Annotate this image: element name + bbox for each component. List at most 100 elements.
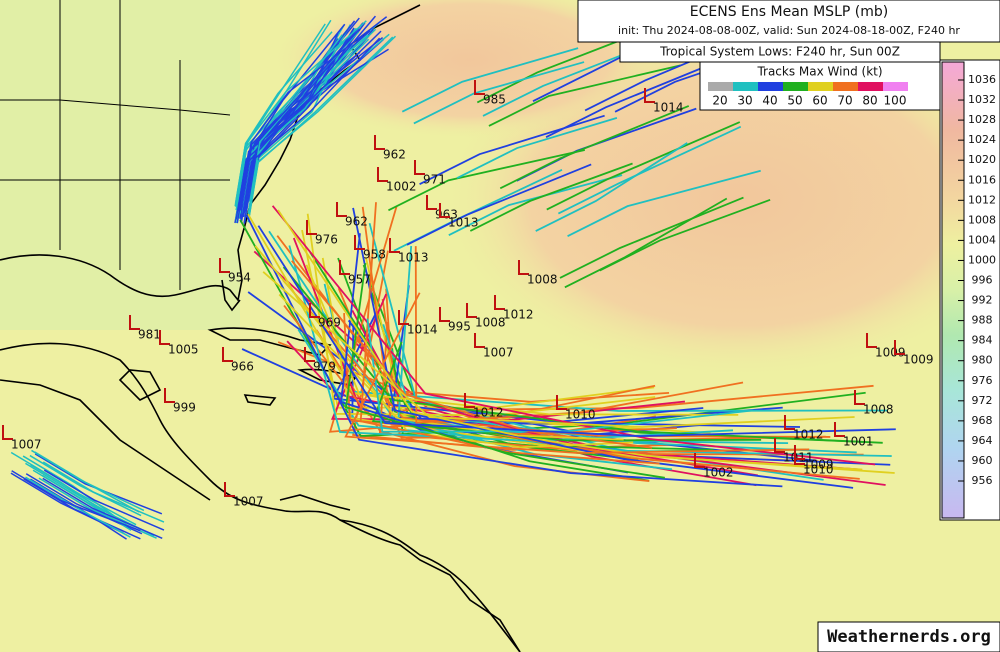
- low-marker: [306, 220, 317, 235]
- legend-swatch: [708, 82, 733, 91]
- low-label: 999: [173, 401, 196, 415]
- low-marker: [336, 202, 347, 217]
- track: [469, 162, 633, 232]
- low-label: 958: [363, 248, 386, 262]
- legend-swatch: [858, 82, 883, 91]
- track: [25, 476, 131, 538]
- low-label: 1010: [803, 463, 834, 477]
- coastlines: [0, 0, 521, 652]
- low-label: 1013: [398, 251, 429, 265]
- low-marker: [426, 195, 437, 210]
- low-marker: [2, 425, 13, 440]
- track: [388, 149, 585, 212]
- track: [282, 266, 883, 444]
- low-marker: [398, 310, 409, 325]
- colorbar-label: 1036: [968, 73, 996, 86]
- colorbar-label: 972: [972, 394, 993, 407]
- low-label: 1008: [863, 403, 894, 417]
- colorbar-label: 1016: [968, 173, 996, 186]
- low-label: 1009: [875, 346, 906, 360]
- low-label: 1014: [407, 323, 438, 337]
- low-marker: [304, 347, 315, 362]
- low-marker: [414, 160, 425, 175]
- low-marker: [389, 238, 400, 253]
- low-marker: [129, 315, 140, 330]
- low-marker: [377, 167, 388, 182]
- track: [34, 453, 163, 515]
- low-label: 1014: [653, 101, 684, 115]
- low-label: 1002: [386, 180, 417, 194]
- low-label: 976: [315, 233, 338, 247]
- low-marker: [834, 422, 845, 437]
- legend-label: 40: [762, 94, 777, 108]
- legend-swatch: [733, 82, 758, 91]
- low-marker: [439, 307, 450, 322]
- low-label: 1007: [233, 495, 264, 509]
- track: [236, 20, 367, 203]
- legend-swatch: [808, 82, 833, 91]
- tracks-legend-title: Tracks Max Wind (kt): [756, 65, 882, 79]
- track: [381, 298, 874, 412]
- track: [10, 472, 124, 534]
- track: [240, 23, 346, 211]
- low-label: 966: [231, 360, 254, 374]
- colorbar-label: 964: [972, 434, 993, 447]
- track: [482, 43, 649, 117]
- track: [366, 318, 754, 433]
- colorbar-label: 1024: [968, 133, 996, 146]
- low-marker: [439, 203, 450, 218]
- legend-swatch: [783, 82, 808, 91]
- track: [243, 49, 343, 224]
- track: [240, 37, 381, 222]
- low-label: 1008: [475, 316, 506, 330]
- track: [277, 209, 624, 441]
- colorbar-label: 1028: [968, 113, 996, 126]
- track: [564, 197, 728, 289]
- track: [546, 121, 741, 211]
- track: [234, 31, 333, 204]
- low-marker: [774, 438, 785, 453]
- low-marker: [374, 135, 385, 150]
- low-marker: [159, 330, 170, 345]
- low-label: 962: [383, 148, 406, 162]
- header-box: [577, 0, 1000, 43]
- low-marker: [224, 482, 235, 497]
- colorbar-label: 980: [972, 354, 993, 367]
- colorbar-label: 988: [972, 314, 993, 327]
- low-label: 1012: [503, 308, 534, 322]
- low-marker: [854, 390, 865, 405]
- low-marker: [556, 395, 567, 410]
- colorbar-label: 1012: [968, 193, 996, 206]
- low-marker: [339, 260, 350, 275]
- low-marker: [866, 333, 877, 348]
- track: [476, 29, 648, 104]
- lows: 9851014962971100296310139629761008954101…: [2, 80, 934, 509]
- track: [245, 215, 783, 488]
- low-marker: [494, 295, 505, 310]
- low-label: 969: [318, 316, 341, 330]
- track: [344, 263, 666, 479]
- track: [488, 64, 681, 127]
- track: [42, 477, 163, 540]
- low-marker: [474, 333, 485, 348]
- legend-label: 100: [884, 94, 907, 108]
- low-label: 1012: [473, 406, 504, 420]
- colorbar-label: 960: [972, 454, 993, 467]
- track: [262, 271, 855, 428]
- low-label: 995: [448, 320, 471, 334]
- colorbar: [941, 61, 965, 519]
- track: [10, 451, 106, 514]
- colorbar-label: 1032: [968, 93, 996, 106]
- low-label: 1005: [168, 343, 199, 357]
- track: [344, 292, 810, 454]
- legend-label: 60: [812, 94, 827, 108]
- track: [32, 469, 132, 531]
- low-marker: [518, 260, 529, 275]
- track: [282, 279, 860, 480]
- low-label: 1008: [527, 273, 558, 287]
- track: [397, 245, 673, 471]
- low-label: 1007: [11, 438, 42, 452]
- track: [456, 116, 618, 179]
- colorbar-label: 996: [972, 274, 993, 287]
- low-label: 1009: [803, 458, 834, 472]
